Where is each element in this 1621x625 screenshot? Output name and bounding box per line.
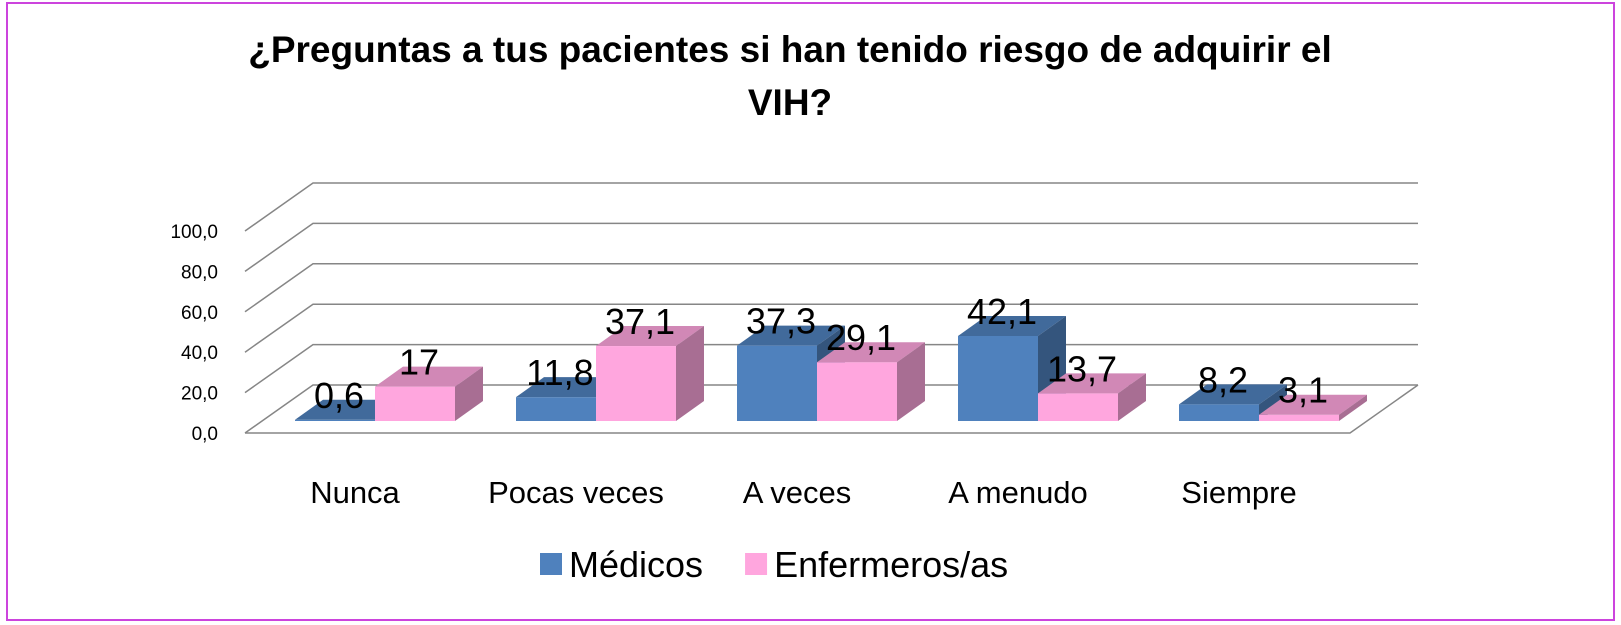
legend-label: Enfermeros/as bbox=[774, 544, 1008, 585]
bar-top bbox=[1179, 384, 1287, 405]
bar-top bbox=[1038, 373, 1146, 394]
legend-swatch bbox=[745, 553, 768, 575]
grid-line bbox=[244, 222, 1418, 273]
grid-line bbox=[244, 182, 1418, 232]
grid-line bbox=[244, 303, 1418, 353]
y-tick-label: 80,0 bbox=[181, 262, 218, 283]
bar-top bbox=[375, 366, 483, 387]
grid-line bbox=[244, 263, 1418, 313]
x-tick-label: A veces bbox=[743, 475, 852, 510]
bar-front bbox=[1038, 393, 1118, 421]
data-label: 42,1 bbox=[967, 291, 1037, 332]
bar-top bbox=[596, 326, 704, 347]
bar bbox=[1038, 373, 1146, 421]
bar-front bbox=[375, 386, 455, 421]
bar-side bbox=[1118, 373, 1146, 421]
bar-side bbox=[897, 342, 925, 421]
y-tick-label: 0,0 bbox=[192, 424, 218, 445]
data-label: 29,1 bbox=[826, 317, 896, 358]
bar-front bbox=[1259, 414, 1339, 421]
data-label: 0,6 bbox=[314, 375, 364, 416]
bar-top bbox=[817, 342, 925, 363]
y-tick-label: 60,0 bbox=[181, 303, 218, 324]
bar-side bbox=[1339, 394, 1367, 421]
y-tick-label: 40,0 bbox=[181, 343, 218, 364]
legend-label: Médicos bbox=[569, 544, 703, 585]
data-label: 17 bbox=[399, 342, 439, 383]
bar bbox=[596, 326, 704, 421]
bar-front bbox=[817, 362, 897, 421]
data-label: 3,1 bbox=[1278, 370, 1328, 411]
bar bbox=[1259, 394, 1367, 421]
y-tick-label: 100,0 bbox=[170, 222, 218, 243]
bar-side bbox=[676, 326, 704, 421]
data-label: 37,3 bbox=[746, 301, 816, 342]
bar-side bbox=[455, 366, 483, 421]
bar-front bbox=[958, 335, 1038, 421]
bar-front bbox=[516, 397, 596, 421]
y-tick-label: 20,0 bbox=[181, 384, 218, 405]
floor bbox=[245, 384, 1419, 434]
legend-swatch bbox=[540, 553, 562, 575]
bar-front bbox=[596, 346, 676, 421]
x-tick-label: Pocas veces bbox=[488, 475, 664, 510]
bar-top bbox=[1259, 394, 1367, 415]
bar-top bbox=[737, 325, 845, 346]
data-label: 11,8 bbox=[526, 352, 593, 393]
bar bbox=[375, 366, 483, 421]
bar-top bbox=[958, 315, 1066, 336]
data-label: 13,7 bbox=[1047, 348, 1117, 389]
bar-front bbox=[295, 419, 375, 421]
bar-front bbox=[1179, 404, 1259, 421]
bar-front bbox=[737, 345, 817, 421]
x-tick-label: A menudo bbox=[948, 475, 1088, 510]
x-tick-label: Siempre bbox=[1181, 475, 1296, 510]
chart-title: ¿Preguntas a tus pacientes si han tenido… bbox=[248, 29, 1332, 123]
data-label: 8,2 bbox=[1198, 359, 1248, 400]
bar bbox=[1179, 384, 1287, 421]
chart-frame bbox=[6, 2, 1615, 621]
x-tick-label: Nunca bbox=[310, 475, 400, 510]
bar bbox=[817, 342, 925, 421]
data-label: 37,1 bbox=[605, 301, 675, 342]
